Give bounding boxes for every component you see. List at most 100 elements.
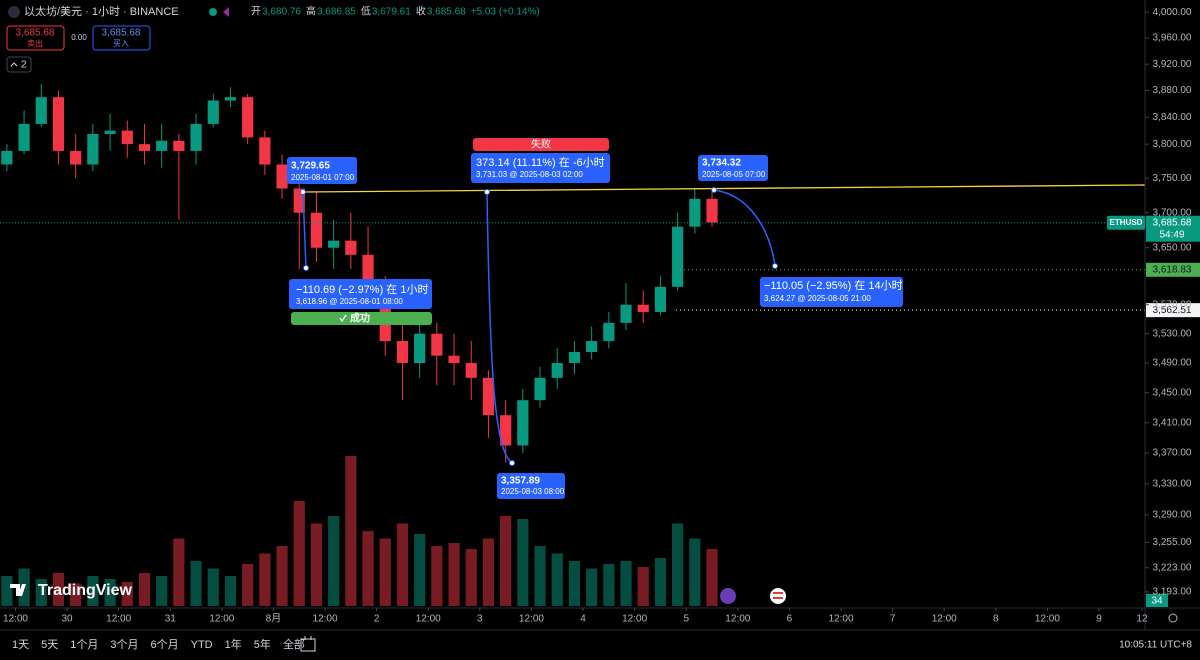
y-tick-label: 3,800.00 (1153, 139, 1192, 150)
annotation-box (471, 153, 610, 183)
range-button[interactable]: 1天 (12, 639, 29, 651)
arrow (713, 189, 776, 267)
candle-body (414, 333, 426, 364)
ohlc-row: 开 3,680.76 高 3,686.85 低 3,679.61 收 3,685.68 +5.0… (251, 5, 540, 18)
status-text: 成功 (350, 312, 370, 325)
calendar-icon[interactable] (300, 636, 316, 652)
y-tick-label: 3,450.00 (1153, 387, 1192, 398)
volume-tag (1146, 594, 1168, 607)
settings-icon[interactable] (1168, 613, 1178, 623)
range-button[interactable]: 5年 (254, 637, 271, 651)
candle-body (52, 97, 65, 151)
candle-body (517, 400, 529, 446)
volume-bar (345, 456, 357, 606)
trend-line[interactable] (302, 184, 1146, 193)
candle-body (396, 341, 409, 364)
volume-bar (104, 579, 116, 606)
sell-button[interactable] (6, 25, 65, 51)
range-button[interactable]: 1个月 (70, 638, 98, 651)
chevron (10, 62, 18, 67)
ohlc-label: 开 (251, 7, 261, 18)
range-button[interactable]: 3个月 (110, 638, 138, 651)
event-icon[interactable] (720, 588, 736, 604)
volume-bar (414, 534, 426, 606)
level-label: 3,618.83 (1153, 264, 1192, 275)
annotation-box (760, 277, 903, 307)
y-tick-label: 3,490.00 (1153, 358, 1192, 369)
volume-bar (500, 516, 512, 606)
ohlc-value: 3,685.68 (427, 7, 466, 18)
volume-tag-text: 34 (1151, 596, 1163, 607)
status-pill (473, 138, 609, 151)
volume-bar (534, 546, 546, 606)
y-tick-label: 4,000.00 (1153, 7, 1192, 18)
candle-body (87, 134, 99, 165)
sell-label: 卖出 (27, 38, 43, 48)
ohlc-value: 3,686.85 (317, 7, 356, 18)
candle-body (1, 150, 13, 165)
range-button[interactable]: 6个月 (151, 638, 179, 651)
annotation-time: 2025-08-05 07:00 (702, 170, 766, 179)
range-button[interactable]: YTD (191, 639, 213, 651)
y-tick-label: 3,530.00 (1153, 328, 1192, 339)
annotation-change: 373.14 (11.11%) 在 -6小时 (476, 156, 605, 169)
buy-price: 3,685.68 (102, 28, 141, 39)
volume-bar (156, 576, 168, 606)
volume-bar (190, 561, 202, 606)
candle-body (259, 137, 271, 165)
spread: 0.00 (71, 33, 87, 42)
status-text: 失败 (531, 138, 551, 151)
volume-bar (224, 576, 237, 606)
arrow (486, 191, 513, 464)
anchor (509, 460, 515, 466)
x-tick-label: 6 (787, 614, 793, 625)
candle-body (534, 377, 546, 401)
candle-body (35, 97, 47, 124)
range-button[interactable]: 5天 (41, 639, 58, 651)
volume-bar (654, 558, 667, 606)
range-button[interactable]: 全部 (283, 637, 305, 651)
range-button[interactable]: 1年 (225, 637, 242, 651)
countdown: 54:49 (1159, 229, 1184, 240)
x-tick-label: 12:00 (622, 614, 647, 625)
candle-body (672, 226, 684, 287)
anchor (300, 189, 306, 195)
x-tick-label: 12 (1136, 614, 1148, 625)
buy-label: 买入 (113, 39, 129, 48)
candle-body (310, 212, 323, 248)
annotation-change: −110.05 (−2.95%) 在 14小时 (764, 279, 903, 292)
candle-body (293, 188, 305, 213)
buy-button[interactable] (92, 25, 151, 51)
symbol-title: 以太坊/美元 · 1小时 · BINANCE (24, 4, 179, 18)
x-tick-label: 12:00 (932, 614, 957, 625)
symbol-tag-text: ETHUSD (1110, 218, 1143, 227)
symbol-icon (8, 6, 20, 18)
y-tick-label: 3,920.00 (1153, 59, 1192, 70)
y-tick-label: 3,370.00 (1153, 448, 1192, 459)
volume-bar (431, 546, 443, 606)
ohlc-change: +5.03 (+0.14%) (471, 7, 540, 18)
event-icon[interactable] (770, 588, 786, 604)
candle-body (104, 130, 116, 135)
x-tick-label: 12:00 (416, 614, 441, 625)
indicator-toggle[interactable] (6, 56, 32, 73)
candle-body (345, 240, 357, 255)
annotation-detail: 3,731.03 @ 2025-08-03 02:00 (476, 170, 583, 179)
volume-bar (448, 543, 460, 606)
volume-bar (672, 523, 684, 606)
candle-body (500, 415, 512, 446)
y-tick-label: 3,223.00 (1153, 562, 1192, 573)
candle-body (276, 164, 288, 189)
candle-body (156, 140, 168, 151)
sell-price: 3,685.68 (16, 28, 55, 39)
volume-bar (396, 523, 409, 606)
y-tick-label: 3,960.00 (1153, 33, 1192, 44)
level-tag (1146, 262, 1200, 277)
brand-logo (10, 584, 26, 596)
volume-bar (465, 549, 477, 606)
status-dot (209, 8, 217, 16)
x-tick-label: 5 (683, 614, 689, 625)
candle-body (70, 150, 82, 165)
